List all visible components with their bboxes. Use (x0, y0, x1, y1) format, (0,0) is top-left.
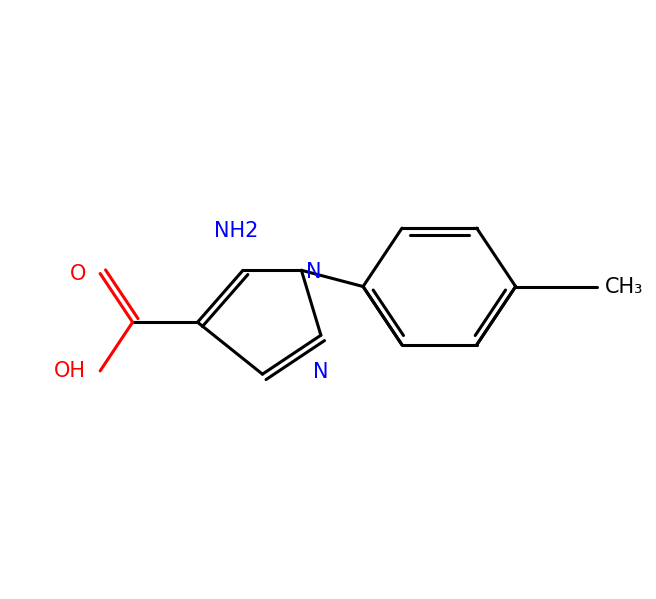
Text: OH: OH (54, 361, 86, 381)
Text: NH2: NH2 (215, 221, 258, 241)
Text: N: N (306, 262, 321, 282)
Text: O: O (70, 264, 86, 283)
Text: N: N (313, 362, 329, 383)
Text: CH₃: CH₃ (605, 277, 643, 297)
